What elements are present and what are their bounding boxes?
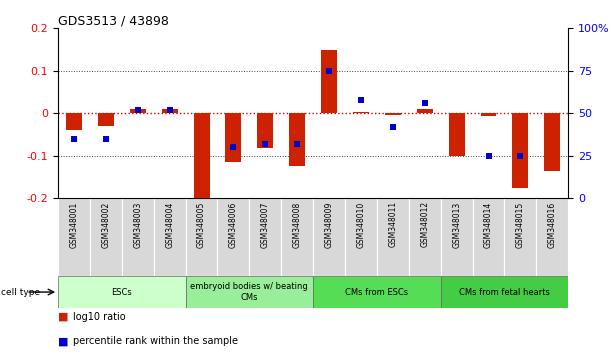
Bar (257, 113, 273, 148)
Text: GSM348010: GSM348010 (356, 201, 365, 247)
Bar (58, 276, 186, 308)
Text: GSM348012: GSM348012 (420, 201, 430, 247)
Bar (186, 276, 313, 308)
Bar (58, 198, 90, 276)
Text: embryoid bodies w/ beating
CMs: embryoid bodies w/ beating CMs (191, 282, 308, 302)
Bar (544, 113, 560, 171)
Text: GSM348013: GSM348013 (452, 201, 461, 247)
Bar (313, 276, 441, 308)
Bar (218, 198, 249, 276)
Text: GSM348004: GSM348004 (165, 201, 174, 248)
Text: GSM348003: GSM348003 (133, 201, 142, 248)
Bar (130, 109, 146, 113)
Text: GSM348016: GSM348016 (548, 201, 557, 247)
Bar (66, 113, 82, 130)
Text: GSM348015: GSM348015 (516, 201, 525, 247)
Bar (345, 198, 377, 276)
Text: GSM348011: GSM348011 (389, 201, 397, 247)
Bar (505, 198, 536, 276)
Bar (194, 113, 210, 198)
Text: cell type: cell type (1, 287, 40, 297)
Text: GSM348008: GSM348008 (293, 201, 302, 247)
Bar (441, 198, 472, 276)
Bar (289, 113, 305, 166)
Bar (98, 113, 114, 126)
Text: GSM348001: GSM348001 (70, 201, 78, 247)
Bar (225, 113, 241, 162)
Text: percentile rank within the sample: percentile rank within the sample (73, 336, 238, 346)
Text: log10 ratio: log10 ratio (73, 312, 126, 321)
Bar (513, 113, 529, 188)
Bar (353, 112, 369, 113)
Bar (186, 198, 218, 276)
Bar (448, 113, 464, 156)
Text: GDS3513 / 43898: GDS3513 / 43898 (58, 14, 169, 27)
Text: GSM348007: GSM348007 (261, 201, 270, 248)
Text: GSM348014: GSM348014 (484, 201, 493, 247)
Bar (154, 198, 186, 276)
Text: ■: ■ (58, 336, 68, 346)
Bar (417, 109, 433, 113)
Text: GSM348002: GSM348002 (101, 201, 111, 247)
Bar (385, 113, 401, 115)
Bar (321, 50, 337, 113)
Bar (441, 276, 568, 308)
Text: CMs from fetal hearts: CMs from fetal hearts (459, 287, 550, 297)
Bar (249, 198, 281, 276)
Bar (472, 198, 505, 276)
Text: GSM348006: GSM348006 (229, 201, 238, 248)
Bar (281, 198, 313, 276)
Text: CMs from ESCs: CMs from ESCs (345, 287, 409, 297)
Bar (377, 198, 409, 276)
Text: GSM348009: GSM348009 (324, 201, 334, 248)
Bar (480, 113, 497, 116)
Text: ESCs: ESCs (111, 287, 132, 297)
Text: GSM348005: GSM348005 (197, 201, 206, 248)
Bar (122, 198, 154, 276)
Text: ■: ■ (58, 312, 68, 321)
Bar (313, 198, 345, 276)
Bar (536, 198, 568, 276)
Bar (90, 198, 122, 276)
Bar (162, 109, 178, 113)
Bar (409, 198, 441, 276)
